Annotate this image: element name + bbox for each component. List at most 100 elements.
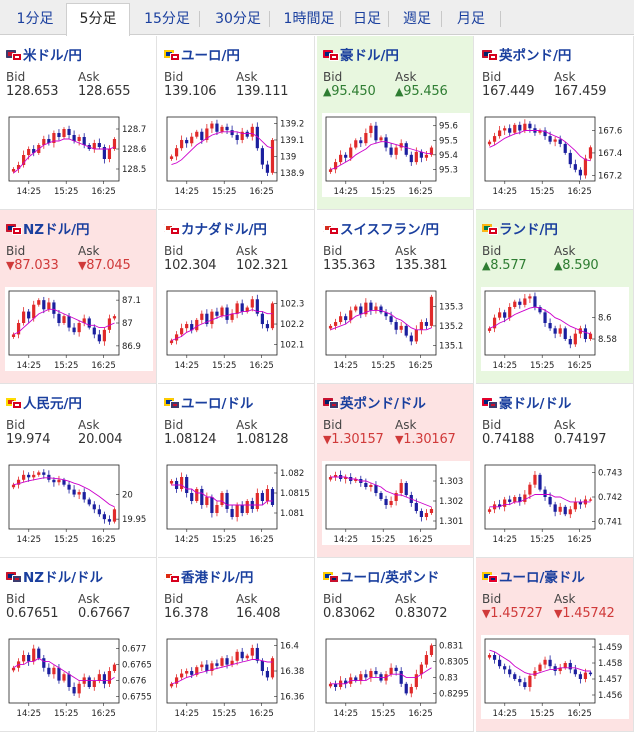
rate-panel[interactable]: ユーロ/ドル Bid Ask 1.08124 1.08128 1.082 1.0815 1.0… (158, 384, 315, 558)
mini-candlestick-chart[interactable]: 139.2 139.1 139 138.9 14:25 15:25 16:25 (163, 113, 311, 197)
pair-name: 人民元/円 (23, 396, 82, 412)
rate-panel[interactable]: 英ポンド/ドル Bid Ask ▼1.30157 ▼1.30167 1.303 1.302 1… (317, 384, 474, 558)
rate-panel[interactable]: 豪ドル/円 Bid Ask ▲95.450 ▲95.456 95.6 95.5 95.4 95.… (317, 36, 474, 210)
bid-label: Bid (482, 418, 502, 432)
chart-svg: 1.303 1.302 1.301 14:25 15:25 16:25 (325, 464, 463, 545)
currency-pair-link[interactable]: NZドル/ドル (6, 566, 103, 586)
candle-body (558, 328, 562, 334)
tab-7[interactable]: 月足 (457, 11, 485, 27)
currency-pair-link[interactable]: 米ドル/円 (6, 44, 82, 64)
mini-candlestick-chart[interactable]: 1.303 1.302 1.301 14:25 15:25 16:25 (322, 461, 470, 545)
currency-pair-link[interactable]: カナダドル/円 (164, 218, 267, 238)
candle-body (389, 501, 393, 505)
rate-panel[interactable]: ランド/円 Bid Ask ▲8.577 ▲8.590 8.6 8.58 14:25 15:25… (476, 210, 634, 384)
au-flag-icon (482, 398, 492, 406)
bid-label: Bid (323, 592, 343, 606)
tab-4[interactable]: 1時間足 (283, 11, 335, 27)
currency-pair-link[interactable]: 英ポンド/ドル (323, 392, 426, 412)
rate-panel[interactable]: 英ポンド/円 Bid Ask 167.449 167.459 167.6 167.4 167.… (476, 36, 634, 210)
candle-body (498, 659, 502, 667)
rate-panel[interactable]: NZドル/円 Bid Ask ▼87.033 ▼87.045 87.1 87 86.9 14:2… (0, 210, 157, 384)
candle-body (369, 671, 373, 678)
tab-1[interactable]: 5分足 (66, 3, 130, 36)
rate-panel[interactable]: 人民元/円 Bid Ask 19.974 20.004 20 19.95 14:25 15:25… (0, 384, 157, 558)
mini-candlestick-chart[interactable]: 135.3 135.2 135.1 14:25 15:25 16:25 (322, 287, 470, 371)
bid-label: Bid (482, 70, 502, 84)
pair-name: 米ドル/円 (23, 48, 82, 64)
currency-pair-link[interactable]: スイスフラン/円 (323, 218, 439, 238)
bid-label: Bid (6, 70, 26, 84)
candle-body (200, 489, 204, 505)
candle-body (225, 126, 229, 131)
mini-candlestick-chart[interactable]: 102.3 102.2 102.1 14:25 15:25 16:25 (163, 287, 311, 371)
rate-panel[interactable]: スイスフラン/円 Bid Ask 135.363 135.381 135.3 135.2 13… (317, 210, 474, 384)
rate-panel[interactable]: ユーロ/英ポンド Bid Ask 0.83062 0.83072 0.831 0.8305 0… (317, 558, 474, 732)
jp-flag-icon (329, 227, 339, 235)
currency-pair-link[interactable]: ユーロ/英ポンド (323, 566, 439, 586)
pair-name: ユーロ/円 (181, 48, 240, 64)
rate-panel[interactable]: ユーロ/豪ドル Bid Ask ▼1.45727 ▼1.45742 1.459 1.458 1… (476, 558, 634, 732)
jp-flag-icon (329, 53, 339, 61)
candle-body (240, 303, 244, 312)
tab-5[interactable]: 日足 (353, 11, 381, 27)
tab-6[interactable]: 週足 (403, 11, 431, 27)
candle-body (533, 474, 537, 485)
eu-flag-icon (482, 572, 492, 580)
candle-body (205, 313, 209, 325)
currency-pair-link[interactable]: 人民元/円 (6, 392, 82, 412)
currency-pair-link[interactable]: ユーロ/ドル (164, 392, 253, 412)
rate-panel[interactable]: NZドル/ドル Bid Ask 0.67651 0.67667 0.677 0.6765 0.… (0, 558, 157, 732)
currency-pair-link[interactable]: 香港ドル/円 (164, 566, 253, 586)
rate-panel[interactable]: 豪ドル/ドル Bid Ask 0.74188 0.74197 0.743 0.742 0.74… (476, 384, 634, 558)
rate-panel[interactable]: 香港ドル/円 Bid Ask 16.378 16.408 16.4 16.38 16.36 14… (158, 558, 315, 732)
candle-body (399, 143, 403, 148)
moving-average-line (171, 484, 273, 506)
mini-candlestick-chart[interactable]: 0.677 0.6765 0.676 0.6755 14:25 15:25 16:25 (5, 635, 153, 719)
candle-body (333, 683, 338, 687)
candle-body (180, 139, 184, 149)
mini-candlestick-chart[interactable]: 128.7 128.6 128.5 14:25 15:25 16:25 (5, 113, 153, 197)
currency-pair-link[interactable]: ユーロ/豪ドル (482, 566, 585, 586)
mini-candlestick-chart[interactable]: 1.459 1.458 1.457 1.456 14:25 15:25 16:25 (481, 635, 629, 719)
currency-pair-link[interactable]: NZドル/円 (6, 218, 90, 238)
candle-body (384, 137, 388, 148)
rate-panel[interactable]: ユーロ/円 Bid Ask 139.106 139.111 139.2 139.1 139 13… (158, 36, 315, 210)
candle-body (230, 130, 234, 136)
mini-candlestick-chart[interactable]: 20 19.95 14:25 15:25 16:25 (5, 461, 153, 545)
currency-pair-link[interactable]: 豪ドル/ドル (482, 392, 571, 412)
mini-candlestick-chart[interactable]: 95.6 95.5 95.4 95.3 14:25 15:25 16:25 (322, 113, 470, 197)
y-tick-label: 8.6 (598, 314, 612, 324)
tab-3[interactable]: 30分足 (215, 11, 261, 27)
x-tick-label: 15:25 (530, 709, 555, 719)
ask-value: 0.74197 (554, 432, 607, 447)
currency-pair-link[interactable]: ランド/円 (482, 218, 558, 238)
candle-body (190, 136, 194, 144)
mini-candlestick-chart[interactable]: 0.831 0.8305 0.83 0.8295 14:25 15:25 16:25 (322, 635, 470, 719)
tab-0[interactable]: 1分足 (16, 11, 54, 27)
candle-body (563, 663, 567, 668)
rate-panel[interactable]: カナダドル/円 Bid Ask 102.304 102.321 102.3 102.2 102… (158, 210, 315, 384)
candle-body (384, 499, 388, 505)
mini-candlestick-chart[interactable]: 1.082 1.0815 1.081 14:25 15:25 16:25 (163, 461, 311, 545)
mini-candlestick-chart[interactable]: 167.6 167.4 167.2 14:25 15:25 16:25 (481, 113, 629, 197)
mini-candlestick-chart[interactable]: 16.4 16.38 16.36 14:25 15:25 16:25 (163, 635, 311, 719)
mini-candlestick-chart[interactable]: 87.1 87 86.9 14:25 15:25 16:25 (5, 287, 153, 371)
candle-body (270, 139, 275, 173)
tab-2[interactable]: 15分足 (144, 11, 190, 27)
candle-body (169, 156, 174, 159)
currency-pair-link[interactable]: 英ポンド/円 (482, 44, 571, 64)
currency-pair-link[interactable]: 豪ドル/円 (323, 44, 399, 64)
candle-body (82, 318, 86, 323)
moving-average-line (489, 306, 591, 335)
candle-body (42, 300, 46, 310)
candle-body (210, 123, 214, 129)
candle-body (250, 126, 254, 137)
x-tick-label: 16:25 (91, 535, 116, 545)
currency-pair-link[interactable]: ユーロ/円 (164, 44, 240, 64)
mini-candlestick-chart[interactable]: 8.6 8.58 14:25 15:25 16:25 (481, 287, 629, 371)
mini-candlestick-chart[interactable]: 0.743 0.742 0.741 14:25 15:25 16:25 (481, 461, 629, 545)
candle-body (102, 329, 106, 342)
candle-body (250, 647, 254, 656)
candle-body (394, 667, 398, 671)
rate-panel[interactable]: 米ドル/円 Bid Ask 128.653 128.655 128.7 128.6 128.5… (0, 36, 157, 210)
